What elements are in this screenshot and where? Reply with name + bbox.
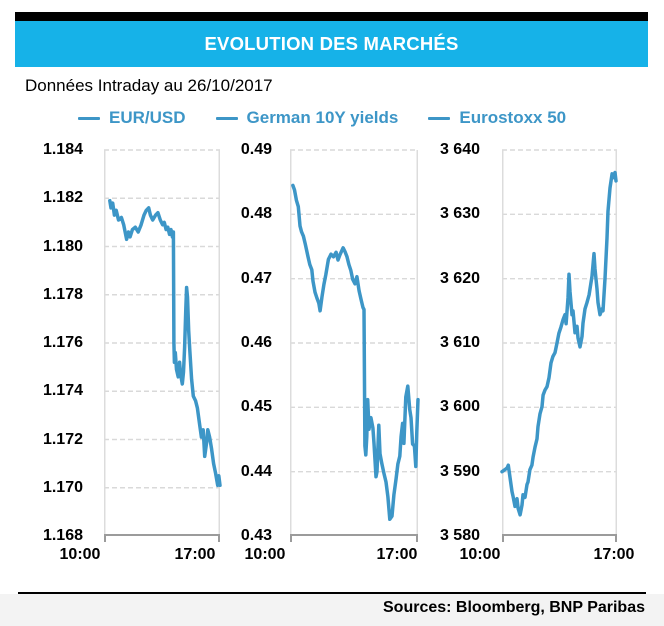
y-tick-label: 1.184 bbox=[42, 141, 83, 158]
x-tick-label: 10:00 bbox=[459, 546, 501, 563]
x-tick-label: 10:00 bbox=[59, 546, 101, 563]
line-series-icon bbox=[215, 116, 238, 120]
footer-divider bbox=[18, 592, 646, 594]
eurostoxx-50-line bbox=[500, 170, 618, 517]
legend: EUR/USD German 10Y yields Eurostoxx 50 bbox=[78, 108, 566, 128]
x-tick-label: 17:00 bbox=[174, 546, 216, 563]
y-tick-label: 0.43 bbox=[240, 527, 272, 544]
line-series-icon bbox=[428, 116, 451, 120]
y-tick-label: 0.47 bbox=[240, 269, 272, 287]
y-tick-label: 1.182 bbox=[42, 189, 83, 207]
y-tick-label: 3 640 bbox=[439, 141, 480, 158]
x-tick-label: 10:00 bbox=[244, 546, 286, 563]
y-tick-label: 0.45 bbox=[240, 398, 272, 416]
bottom-strip bbox=[0, 594, 664, 626]
legend-item-eurostoxx: Eurostoxx 50 bbox=[428, 108, 566, 128]
eurostoxx50-plot-area bbox=[500, 149, 618, 544]
y-tick-label: 3 600 bbox=[439, 398, 480, 416]
y-tick-label: 1.174 bbox=[42, 382, 83, 400]
eurusd-plot-area bbox=[104, 149, 222, 544]
panel-title-bar: EVOLUTION DES MARCHÉS bbox=[15, 21, 648, 67]
y-tick-label: 1.178 bbox=[42, 285, 83, 303]
y-tick-label: 3 580 bbox=[439, 527, 480, 544]
x-tick-label: 17:00 bbox=[593, 546, 635, 563]
sources-label: Sources: Bloomberg, BNP Paribas bbox=[383, 599, 645, 616]
legend-label-german-10y: German 10Y yields bbox=[246, 108, 399, 127]
legend-item-german-10y: German 10Y yields bbox=[215, 108, 399, 128]
eur-usd-line bbox=[108, 198, 222, 488]
panel-title: EVOLUTION DES MARCHÉS bbox=[204, 33, 459, 54]
y-tick-label: 3 630 bbox=[439, 205, 480, 223]
y-tick-label: 0.46 bbox=[240, 334, 272, 351]
german-10y-line-chart bbox=[290, 149, 420, 542]
top-black-bar bbox=[15, 12, 648, 21]
german-10y-y-axis: 0.49 0.48 0.47 0.46 0.45 0.44 0.43 bbox=[220, 141, 290, 544]
x-tick-label: 17:00 bbox=[376, 546, 418, 563]
legend-item-eurusd: EUR/USD bbox=[78, 108, 186, 128]
y-tick-label: 0.44 bbox=[240, 462, 272, 480]
eurusd-chart: 1.184 1.182 1.180 1.178 1.176 1.174 1.172 1.170… bbox=[15, 141, 222, 580]
y-tick-label: 3 620 bbox=[439, 269, 480, 287]
y-tick-label: 3 610 bbox=[439, 334, 480, 351]
intraday-date-label: Données Intraday au 26/10/2017 bbox=[25, 76, 273, 95]
y-tick-label: 1.176 bbox=[42, 334, 83, 351]
y-tick-label: 1.180 bbox=[42, 237, 83, 255]
line-series-icon bbox=[78, 116, 100, 120]
y-tick-label: 1.170 bbox=[42, 478, 83, 496]
eurostoxx50-y-axis: 3 640 3 630 3 620 3 610 3 600 3 590 3 580 bbox=[418, 141, 502, 544]
y-tick-label: 0.48 bbox=[240, 205, 272, 223]
y-tick-label: 1.172 bbox=[42, 430, 83, 448]
legend-label-eurostoxx: Eurostoxx 50 bbox=[459, 108, 567, 127]
eurusd-line-chart bbox=[104, 149, 222, 542]
eurusd-y-axis: 1.184 1.182 1.180 1.178 1.176 1.174 1.172 1.170… bbox=[15, 141, 104, 544]
eurostoxx50-line-chart bbox=[500, 149, 618, 542]
charts-row: 1.184 1.182 1.180 1.178 1.176 1.174 1.172 1.170… bbox=[15, 141, 635, 580]
german-10y-yields-line bbox=[291, 183, 420, 522]
legend-label-eurusd: EUR/USD bbox=[109, 108, 186, 127]
y-tick-label: 0.49 bbox=[240, 141, 272, 158]
eurostoxx50-chart: 3 640 3 630 3 620 3 610 3 600 3 590 3 580 10:0… bbox=[418, 141, 635, 580]
german-10y-plot-area bbox=[290, 149, 420, 544]
y-tick-label: 3 590 bbox=[439, 462, 480, 480]
y-tick-label: 1.168 bbox=[42, 527, 83, 544]
german-10y-chart: 0.49 0.48 0.47 0.46 0.45 0.44 0.43 10:00 17:00 bbox=[220, 141, 420, 580]
